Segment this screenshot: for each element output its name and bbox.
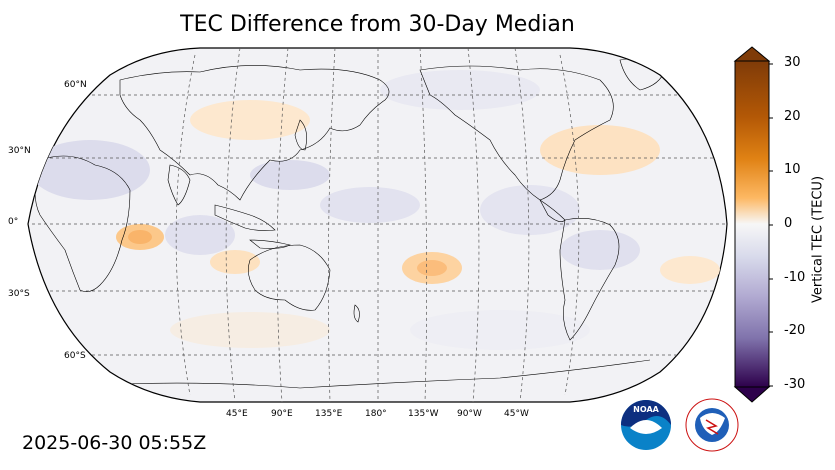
colorbar-tick-minus-20: -20 xyxy=(784,323,806,338)
colorbar-tick-minus-30: -30 xyxy=(784,377,806,392)
lat-label-30n: 30°N xyxy=(8,146,31,156)
lat-label-60n: 60°N xyxy=(64,80,87,90)
tec-anomaly-field xyxy=(30,70,720,350)
noaa-logo: NOAA xyxy=(621,400,671,450)
lon-label-180: 180° xyxy=(365,409,387,419)
colorbar-tick-minus-10: -10 xyxy=(784,270,806,285)
lat-label-0: 0° xyxy=(8,217,19,227)
colorbar-tick-30: 30 xyxy=(784,55,801,70)
nws-logo xyxy=(685,398,739,452)
lon-label-90w: 90°W xyxy=(457,409,482,419)
lat-label-30s: 30°S xyxy=(8,289,30,299)
coastlines xyxy=(34,58,666,389)
colorbar-tick-0: 0 xyxy=(784,216,793,231)
colorbar-label: Vertical TEC (TECU) xyxy=(810,175,826,304)
timestamp: 2025-06-30 05:55Z xyxy=(22,432,207,454)
colorbar-tick-10: 10 xyxy=(784,162,801,177)
lon-label-45e: 45°E xyxy=(226,409,248,419)
map-title: TEC Difference from 30-Day Median xyxy=(180,12,575,37)
colorbar-tick-20: 20 xyxy=(784,109,801,124)
lon-label-135w: 135°W xyxy=(408,409,439,419)
noaa-logo-text: NOAA xyxy=(633,405,659,414)
lon-label-90e: 90°E xyxy=(271,409,293,419)
colorbar xyxy=(733,46,773,403)
lon-label-135e: 135°E xyxy=(315,409,343,419)
graticule xyxy=(28,48,727,402)
lat-label-60s: 60°S xyxy=(64,351,86,361)
lon-label-45w: 45°W xyxy=(504,409,529,419)
